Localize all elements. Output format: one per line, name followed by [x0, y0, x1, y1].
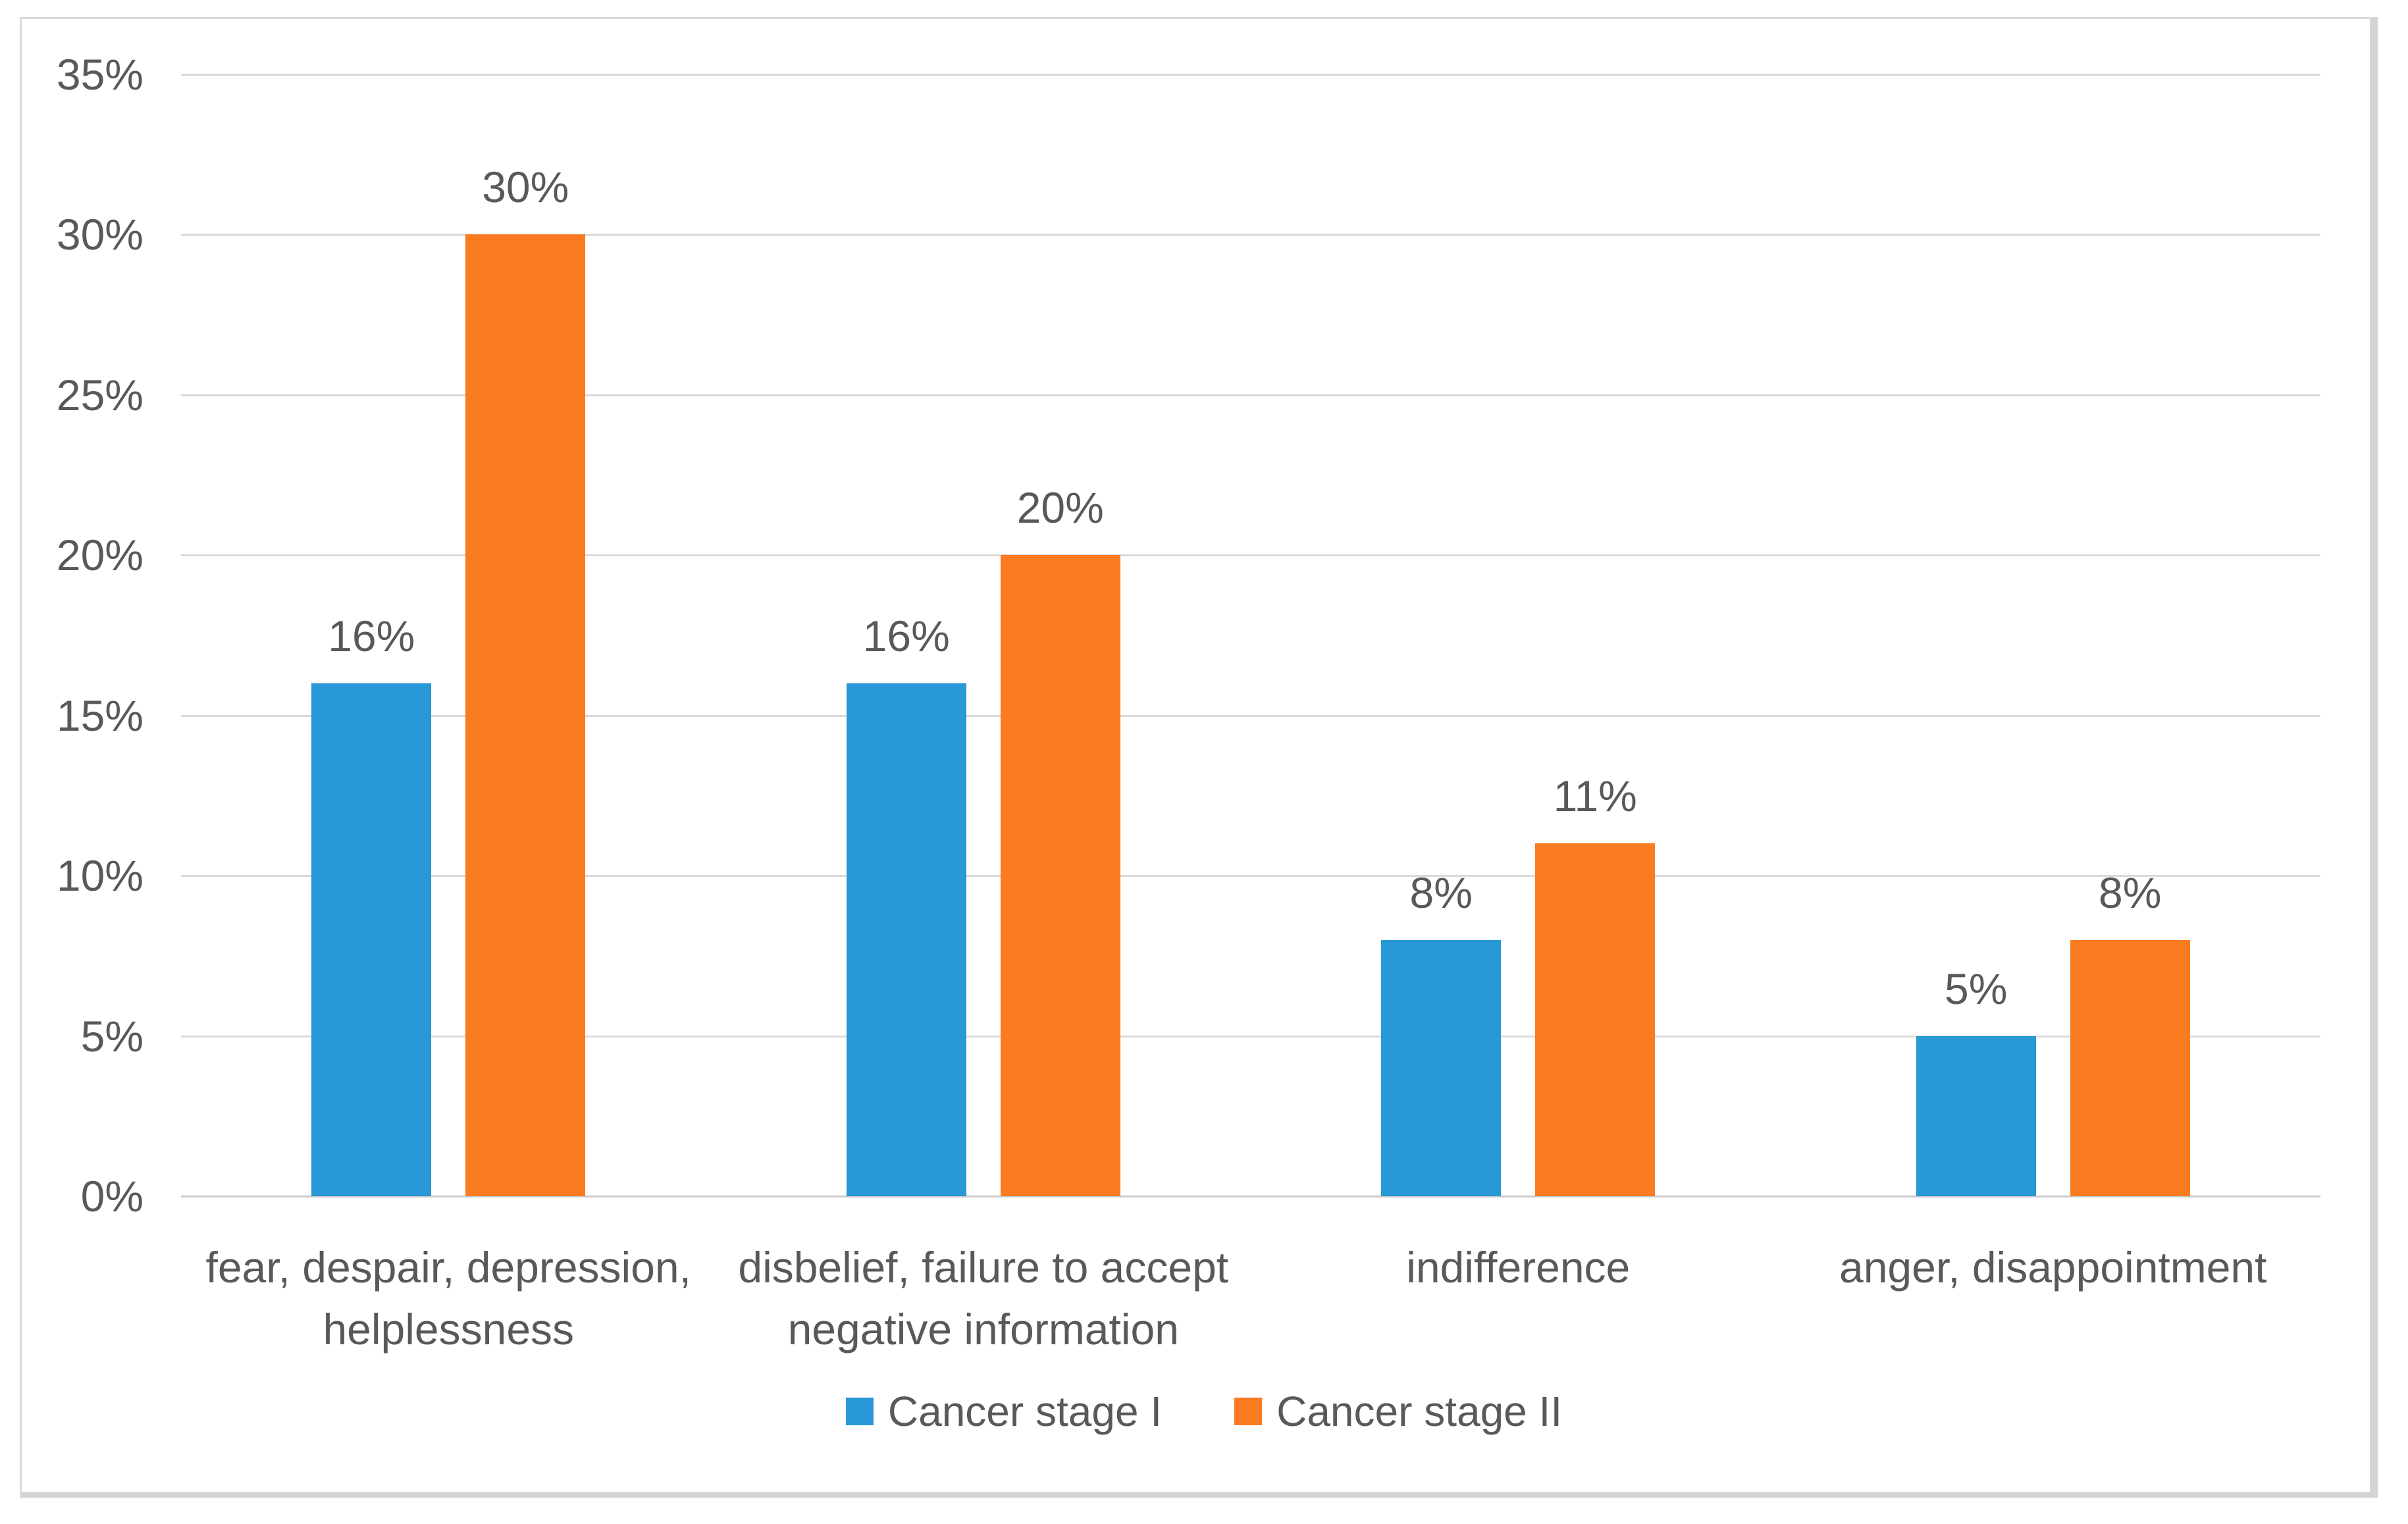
bar-cancer-stage-2: [465, 234, 586, 1196]
bar-cancer-stage-1: [1381, 939, 1502, 1196]
legend-swatch-icon: [845, 1398, 874, 1425]
y-axis-tick-label: 5%: [80, 1011, 144, 1061]
category-label: fear, despair, depression, helplessness: [205, 1243, 691, 1353]
gridline: [181, 234, 2320, 236]
category-label: indifference: [1406, 1243, 1631, 1292]
y-axis-tick-label: 30%: [56, 210, 144, 259]
data-label: 16%: [862, 612, 950, 661]
legend-swatch-icon: [1234, 1398, 1263, 1425]
data-label: 5%: [1945, 964, 2008, 1013]
bar-cancer-stage-1: [846, 683, 966, 1196]
y-axis-tick-label: 0%: [80, 1172, 144, 1221]
bar-cancer-stage-1: [311, 683, 432, 1196]
y-axis-tick-label: 15%: [56, 691, 144, 740]
bar-cancer-stage-2: [1000, 555, 1120, 1196]
y-axis-tick-label: 25%: [56, 370, 144, 419]
legend-item-cancer-stage-2: Cancer stage II: [1234, 1385, 1562, 1438]
y-axis-tick-label: 35%: [56, 50, 144, 99]
legend: Cancer stage I Cancer stage II: [0, 1385, 2408, 1438]
data-label: 20%: [1016, 483, 1104, 533]
bar-cancer-stage-2: [2070, 939, 2190, 1196]
data-label: 30%: [482, 163, 569, 212]
data-label: 11%: [1553, 772, 1637, 821]
bar-cancer-stage-1: [1916, 1036, 2036, 1196]
category-label: disbelief, failure to accept negative in…: [738, 1243, 1229, 1353]
gridline: [181, 554, 2320, 557]
data-label: 8%: [1409, 868, 1473, 917]
y-axis-tick-label: 20%: [56, 531, 144, 580]
bar-cancer-stage-2: [1535, 843, 1656, 1196]
category-label: anger, disappointment: [1839, 1243, 2267, 1292]
gridline: [181, 394, 2320, 396]
legend-label: Cancer stage II: [1276, 1388, 1563, 1435]
gridline: [181, 1035, 2320, 1038]
data-label: 16%: [328, 612, 415, 661]
y-axis-tick-label: 10%: [56, 851, 144, 901]
data-label: 8%: [2099, 868, 2162, 917]
legend-label: Cancer stage I: [887, 1388, 1163, 1435]
gridline: [181, 714, 2320, 717]
legend-item-cancer-stage-1: Cancer stage I: [845, 1385, 1163, 1438]
gridline: [181, 74, 2320, 76]
x-axis-line: [181, 1196, 2320, 1197]
gridline: [181, 875, 2320, 878]
